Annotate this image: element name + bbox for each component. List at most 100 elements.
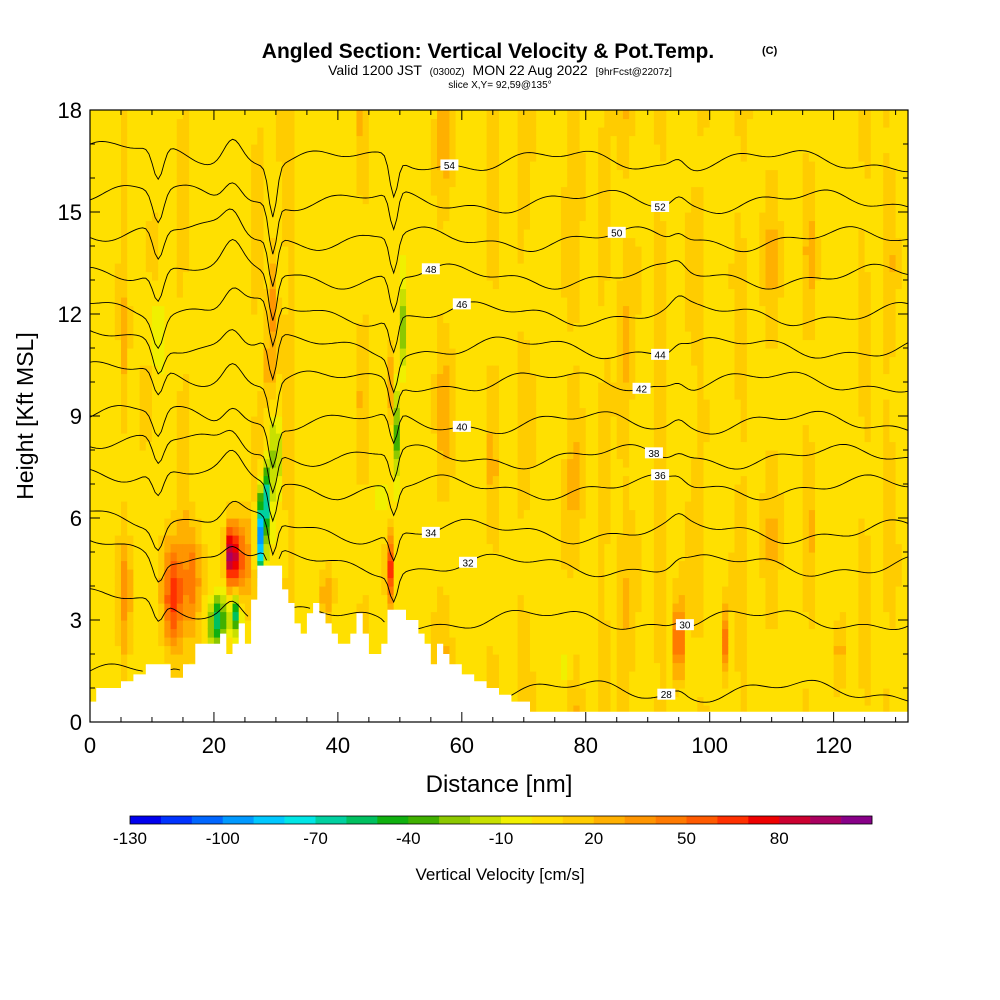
velocity-cell	[164, 331, 172, 341]
velocity-cell	[356, 263, 364, 273]
velocity-cell	[443, 271, 451, 281]
velocity-cell	[418, 297, 426, 307]
velocity-cell	[474, 416, 482, 426]
velocity-cell	[437, 518, 444, 528]
velocity-cell	[356, 569, 364, 579]
velocity-cell	[455, 348, 463, 358]
velocity-cell	[120, 110, 128, 120]
velocity-cell	[511, 577, 519, 587]
velocity-cell	[195, 467, 203, 477]
velocity-cell	[288, 280, 296, 290]
velocity-cell	[226, 110, 234, 120]
velocity-cell	[381, 569, 389, 579]
velocity-cell	[313, 288, 320, 298]
velocity-cell	[96, 518, 103, 528]
velocity-cell	[300, 271, 308, 281]
velocity-cell	[164, 169, 172, 179]
velocity-cell	[393, 356, 401, 366]
velocity-cell	[393, 518, 401, 528]
velocity-cell	[486, 365, 494, 375]
velocity-cell	[251, 416, 258, 426]
velocity-cell	[468, 637, 475, 647]
velocity-cell	[207, 577, 215, 587]
velocity-cell	[486, 552, 494, 562]
velocity-cell	[244, 373, 252, 383]
velocity-cell	[368, 322, 376, 332]
velocity-cell	[344, 339, 351, 349]
velocity-cell	[282, 331, 289, 341]
velocity-cell	[455, 229, 463, 239]
velocity-cell	[480, 671, 488, 681]
velocity-cell	[213, 305, 221, 315]
velocity-cell	[486, 331, 494, 341]
velocity-cell	[96, 297, 103, 307]
velocity-cell	[424, 628, 432, 638]
velocity-cell	[443, 195, 451, 205]
velocity-cell	[139, 637, 147, 647]
velocity-cell	[300, 365, 308, 375]
velocity-cell	[120, 305, 128, 315]
velocity-cell	[288, 288, 296, 298]
velocity-cell	[399, 543, 407, 553]
velocity-cell	[133, 339, 141, 349]
velocity-cell	[511, 407, 519, 417]
velocity-cell	[170, 110, 178, 120]
velocity-cell	[288, 169, 296, 179]
velocity-cell	[151, 628, 159, 638]
velocity-cell	[288, 152, 296, 162]
velocity-cell	[474, 560, 482, 570]
velocity-cell	[170, 212, 178, 222]
velocity-cell	[399, 186, 407, 196]
velocity-cell	[90, 458, 97, 468]
velocity-cell	[127, 416, 134, 426]
velocity-cell	[505, 671, 512, 681]
velocity-cell	[468, 348, 475, 358]
velocity-cell	[499, 246, 506, 256]
velocity-cell	[114, 314, 122, 324]
velocity-cell	[325, 424, 333, 434]
velocity-cell	[486, 118, 494, 128]
velocity-cell	[257, 348, 265, 358]
velocity-cell	[356, 195, 364, 205]
velocity-cell	[133, 399, 141, 409]
velocity-cell	[461, 246, 469, 256]
velocity-cell	[356, 280, 364, 290]
velocity-cell	[226, 552, 234, 562]
velocity-cell	[399, 518, 407, 528]
velocity-cell	[350, 467, 358, 477]
velocity-cell	[275, 271, 283, 281]
velocity-cell	[108, 229, 116, 239]
velocity-cell	[412, 127, 420, 137]
velocity-cell	[443, 577, 451, 587]
velocity-cell	[251, 305, 258, 315]
velocity-cell	[517, 586, 525, 596]
chart-title: Angled Section: Vertical Velocity & Pot.…	[262, 40, 714, 63]
velocity-cell	[337, 254, 345, 264]
velocity-cell	[499, 645, 506, 655]
velocity-cell	[387, 110, 395, 120]
velocity-cell	[499, 407, 506, 417]
velocity-cell	[362, 297, 370, 307]
velocity-cell	[474, 441, 482, 451]
velocity-cell	[282, 348, 289, 358]
velocity-cell	[375, 322, 382, 332]
velocity-cell	[158, 577, 165, 587]
velocity-cell	[492, 152, 500, 162]
velocity-cell	[449, 288, 457, 298]
velocity-cell	[282, 382, 289, 392]
velocity-cell	[108, 654, 116, 664]
velocity-cell	[499, 586, 506, 596]
velocity-cell	[108, 263, 116, 273]
velocity-cell	[356, 169, 364, 179]
velocity-cell	[294, 611, 302, 621]
velocity-cell	[505, 212, 512, 222]
velocity-cell	[344, 144, 351, 154]
velocity-cell	[133, 552, 141, 562]
velocity-cell	[344, 110, 351, 120]
velocity-cell	[461, 169, 469, 179]
velocity-cell	[319, 535, 327, 545]
velocity-cell	[455, 118, 463, 128]
velocity-cell	[114, 518, 122, 528]
velocity-cell	[288, 475, 296, 485]
velocity-cell	[207, 424, 215, 434]
